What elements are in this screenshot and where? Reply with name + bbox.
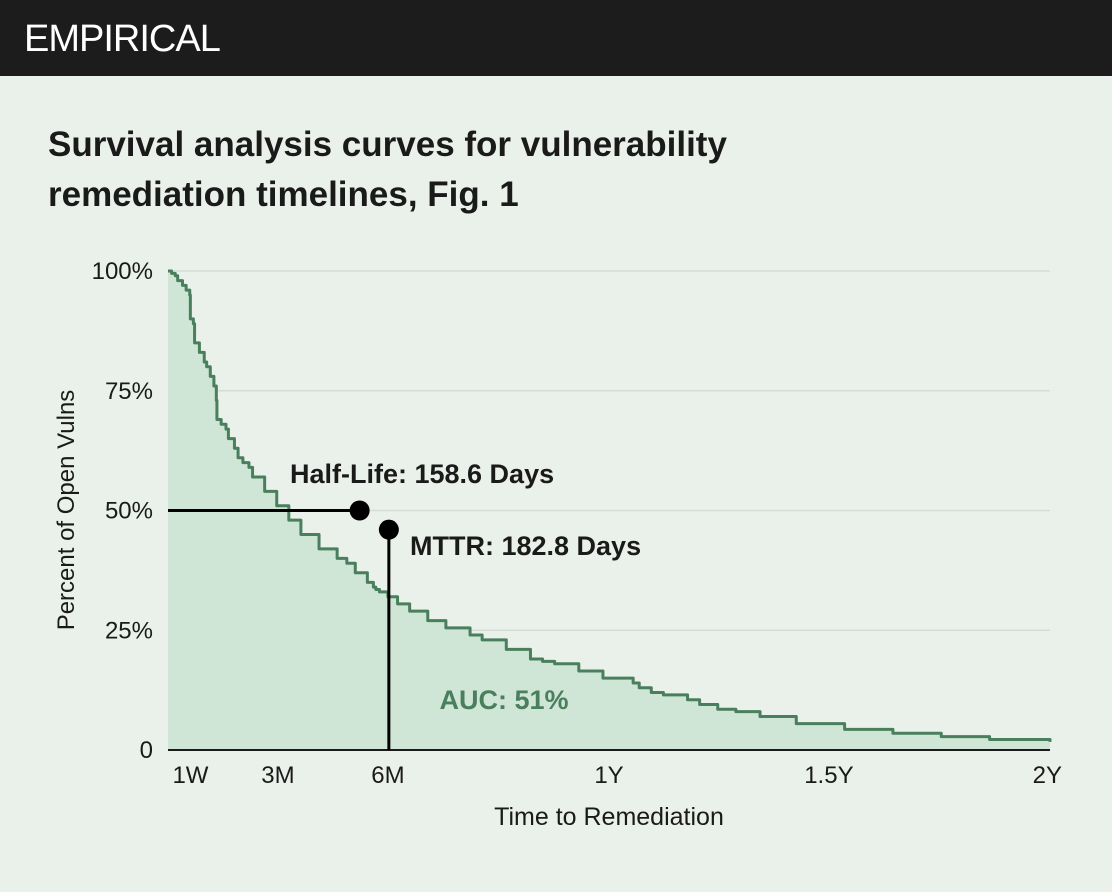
y-axis-label: Percent of Open Vulns xyxy=(53,390,80,631)
y-tick-label-4: 0 xyxy=(140,737,153,764)
half-life-marker xyxy=(349,500,370,521)
chart-title-line-1: Survival analysis curves for vulnerabili… xyxy=(48,125,727,164)
mttr-label: MTTR: 182.8 Days xyxy=(410,531,641,561)
half-life-label: Half-Life: 158.6 Days xyxy=(290,459,554,489)
y-tick-label-1: 75% xyxy=(105,378,153,405)
x-axis-label: Time to Remediation xyxy=(494,803,724,831)
brand-logo: EMPIRICAL xyxy=(24,18,221,60)
x-tick-label-2: 6M xyxy=(371,762,404,789)
x-tick-label-5: 2Y xyxy=(1033,762,1062,789)
y-tick-label-0: 100% xyxy=(92,258,153,285)
y-tick-label-3: 25% xyxy=(105,617,153,644)
mttr-marker xyxy=(378,519,399,540)
y-tick-labels: 100% 75% 50% 25% 0 xyxy=(92,258,153,764)
x-tick-label-1: 3M xyxy=(261,762,294,789)
survival-curve-line xyxy=(168,269,1052,742)
x-tick-labels: 1W 3M 6M 1Y 1.5Y 2Y xyxy=(172,762,1062,789)
chart-title-line-2: remediation timelines, Fig. 1 xyxy=(48,175,519,214)
x-tick-label-4: 1.5Y xyxy=(804,762,853,789)
top-bar: EMPIRICAL xyxy=(0,0,1112,76)
chart-title: Survival analysis curves for vulnerabili… xyxy=(48,120,848,220)
x-tick-label-3: 1Y xyxy=(594,762,623,789)
auc-label: AUC: 51% xyxy=(439,685,568,715)
y-tick-label-2: 50% xyxy=(105,498,153,525)
grid-lines xyxy=(168,270,1050,631)
x-tick-label-0: 1W xyxy=(172,762,208,789)
